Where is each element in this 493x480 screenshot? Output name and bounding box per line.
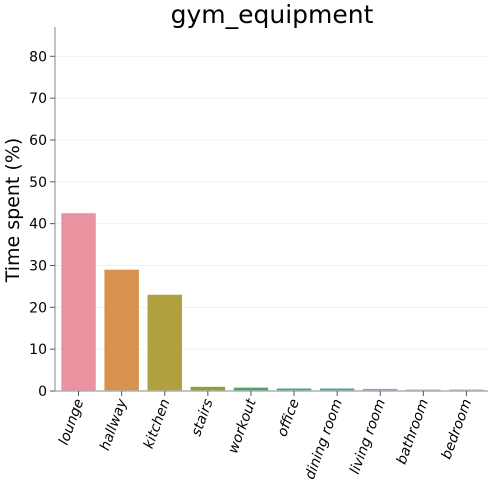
bar-stairs	[190, 386, 226, 391]
y-tick-label: 80	[29, 49, 47, 65]
chart-title: gym_equipment	[171, 0, 374, 29]
bar-kitchen	[147, 294, 182, 391]
bar-office	[276, 388, 312, 391]
x-tick-label: living room	[347, 397, 389, 476]
x-tick-label: dining room	[302, 397, 346, 480]
axes	[54, 27, 488, 392]
bar-dining-room	[319, 388, 355, 391]
y-axis-label: Time spent (%)	[2, 138, 24, 284]
y-tick-label: 50	[29, 175, 47, 191]
x-ticks: lounge hallway kitchen stairs workout office d…	[56, 391, 475, 480]
bar-workout	[233, 387, 269, 391]
bars	[61, 213, 484, 391]
y-tick-label: 70	[29, 91, 47, 107]
y-tick-label: 40	[29, 217, 47, 233]
bar-lounge	[61, 213, 96, 391]
bar-hallway	[104, 269, 139, 391]
bar-living-room	[363, 388, 398, 391]
y-tick-label: 10	[29, 342, 47, 358]
x-tick-label: kitchen	[141, 397, 174, 451]
x-tick-label: stairs	[188, 397, 216, 438]
y-ticks: 0 10 20 30 40 50 60 70 80	[29, 49, 55, 400]
x-tick-label: lounge	[56, 397, 87, 447]
x-tick-label: bathroom	[394, 397, 432, 467]
x-tick-label: office	[274, 397, 302, 439]
y-tick-label: 60	[29, 133, 47, 149]
y-tick-label: 20	[29, 300, 47, 316]
y-tick-label: 30	[29, 258, 47, 274]
y-tick-label: 0	[38, 384, 47, 400]
x-tick-label: workout	[225, 396, 260, 455]
x-tick-label: bedroom	[439, 397, 476, 462]
x-tick-label: hallway	[97, 396, 131, 452]
